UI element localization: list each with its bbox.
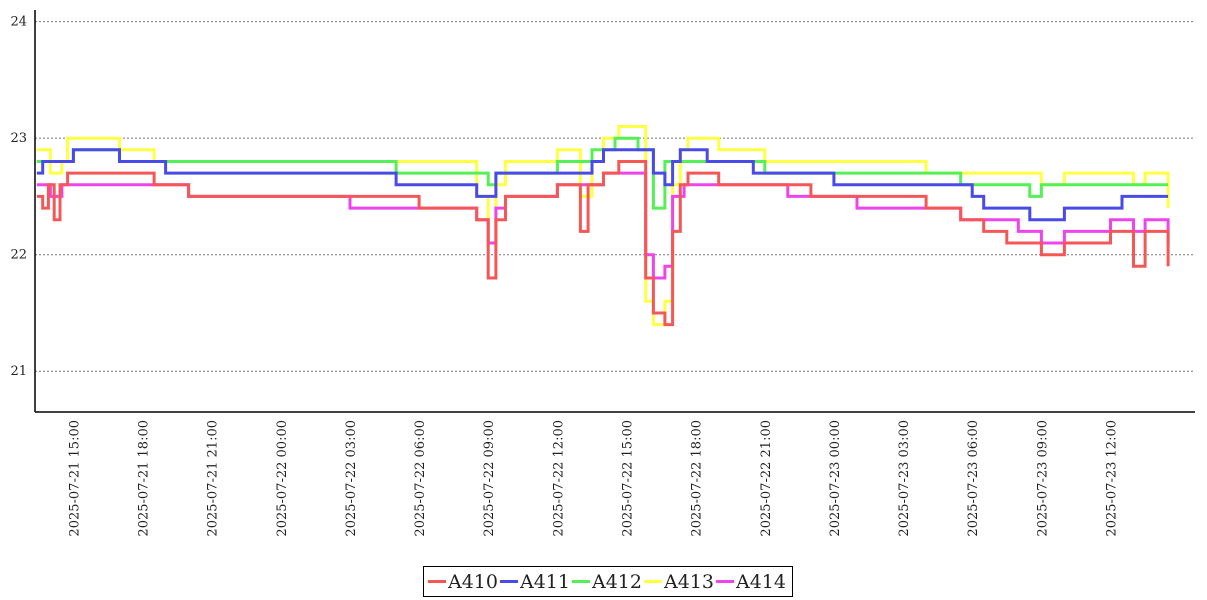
legend-swatch <box>428 580 446 583</box>
legend-item-a411: A411 <box>500 571 570 593</box>
y-tick-label: 23 <box>10 131 27 146</box>
legend-label: A411 <box>520 570 570 593</box>
x-tick-label: 2025-07-23 12:00 <box>1104 420 1119 537</box>
x-tick-label: 2025-07-23 00:00 <box>828 420 843 537</box>
y-tick-label: 21 <box>10 364 27 379</box>
series-line-a411 <box>36 148 1169 222</box>
x-tick-label: 2025-07-21 21:00 <box>206 420 221 537</box>
x-tick-label: 2025-07-22 06:00 <box>413 420 428 537</box>
x-tick-label: 2025-07-22 09:00 <box>482 420 497 537</box>
series-layer <box>36 125 1170 327</box>
legend-label: A413 <box>664 570 714 593</box>
x-tick-label: 2025-07-22 18:00 <box>690 420 705 537</box>
y-tick-label: 24 <box>10 15 27 30</box>
legend-item-a410: A410 <box>428 571 498 593</box>
x-tick-label: 2025-07-22 00:00 <box>275 420 290 537</box>
x-tick-label: 2025-07-22 15:00 <box>621 420 636 537</box>
legend-item-a414: A414 <box>716 571 786 593</box>
x-tick-label: 2025-07-23 03:00 <box>897 420 912 537</box>
series-line-a414 <box>36 171 1170 280</box>
series-line-a412 <box>36 136 1169 210</box>
x-tick-label: 2025-07-21 15:00 <box>67 420 82 537</box>
legend-label: A410 <box>448 570 498 593</box>
y-tick-label: 22 <box>10 248 27 263</box>
x-tick-label: 2025-07-22 03:00 <box>344 420 359 537</box>
legend-swatch <box>572 580 590 583</box>
legend: A410 A411 A412 A413 A414 <box>423 566 793 597</box>
series-line-a410 <box>36 160 1170 327</box>
legend-item-a412: A412 <box>572 571 642 593</box>
legend-swatch <box>644 580 662 583</box>
x-tick-label: 2025-07-23 09:00 <box>1035 420 1050 537</box>
legend-swatch <box>716 580 734 583</box>
axes <box>34 10 1195 413</box>
y-tick-labels: 21 22 23 24 <box>10 15 27 380</box>
legend-swatch <box>500 580 518 583</box>
x-tick-label: 2025-07-23 06:00 <box>966 420 981 537</box>
x-tick-label: 2025-07-22 21:00 <box>759 420 774 537</box>
legend-label: A412 <box>592 570 642 593</box>
x-tick-labels: 2025-07-21 15:00 2025-07-21 18:00 2025-07-… <box>67 420 1119 537</box>
x-tick-label: 2025-07-22 12:00 <box>551 420 566 537</box>
legend-item-a413: A413 <box>644 571 714 593</box>
legend-label: A414 <box>736 570 786 593</box>
x-tick-label: 2025-07-21 18:00 <box>137 420 152 537</box>
